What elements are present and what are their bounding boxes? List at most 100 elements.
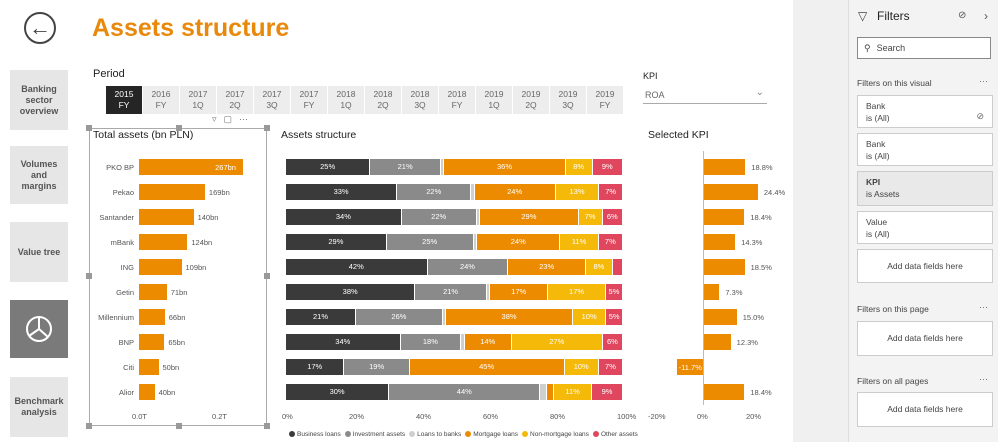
resize-handle[interactable] <box>264 125 270 131</box>
total-assets-bar <box>139 184 205 200</box>
period-option[interactable]: 2018 2Q <box>365 86 401 114</box>
resize-handle[interactable] <box>86 273 92 279</box>
bank-label: BNP <box>118 338 134 347</box>
period-option[interactable]: 2015 FY <box>106 86 142 114</box>
assets-structure-segment: 21% <box>370 159 442 175</box>
filter-card-kpi[interactable]: KPI is Assets <box>857 171 993 206</box>
period-option[interactable]: 2018 FY <box>439 86 475 114</box>
search-input[interactable]: ⚲ Search <box>857 37 991 59</box>
assets-structure-x-tick: 80% <box>550 412 566 421</box>
assets-structure-segment: 7% <box>599 184 623 200</box>
kpi-value-label: 24.4% <box>763 188 786 197</box>
resize-handle[interactable] <box>264 273 270 279</box>
segment-value-label: 13% <box>569 187 585 196</box>
back-arrow-icon[interactable]: ← <box>24 12 56 44</box>
nav-banking-sector-overview[interactable]: Banking sector overview <box>10 70 68 130</box>
nav-volumes-and-margins[interactable]: Volumes and margins <box>10 146 68 204</box>
add-data-fields-visual[interactable]: Add data fields here <box>857 249 993 283</box>
assets-structure-segment: 11% <box>560 234 599 250</box>
segment-value-label: 7% <box>604 237 616 246</box>
assets-structure-segment: 30% <box>286 384 390 400</box>
legend-swatch <box>344 431 351 437</box>
resize-handle[interactable] <box>264 423 270 429</box>
period-quarter: 2Q <box>229 100 241 110</box>
segment-value-label: 38% <box>342 287 358 296</box>
total-assets-bar <box>139 234 188 250</box>
assets-structure-segment: 29% <box>480 209 579 225</box>
period-option[interactable]: 2019 FY <box>587 86 623 114</box>
period-option[interactable]: 2018 1Q <box>328 86 364 114</box>
nav-assets-structure[interactable] <box>10 300 68 358</box>
period-option[interactable]: 2017 1Q <box>180 86 216 114</box>
filter-card-bank-2[interactable]: Bank is (All) <box>857 133 993 166</box>
total-assets-value-label: 140bn <box>197 213 219 222</box>
add-data-fields-all[interactable]: Add data fields here <box>857 392 993 427</box>
bank-label: PKO BP <box>106 163 134 172</box>
resize-handle[interactable] <box>176 423 182 429</box>
resize-handle[interactable] <box>86 125 92 131</box>
legend-label: Business loans <box>297 431 341 438</box>
segment-value-label: 38% <box>501 312 517 321</box>
assets-structure-segment: 45% <box>409 359 565 375</box>
total-assets-x-tick: 0.2T <box>212 412 228 421</box>
legend-swatch <box>522 431 529 437</box>
filters-on-all-pages-label: Filters on all pages <box>857 376 929 386</box>
resize-handle[interactable] <box>86 423 92 429</box>
more-options-icon[interactable]: ⋯ <box>239 114 256 124</box>
total-assets-bar <box>139 284 167 300</box>
focus-mode-icon[interactable]: ▢ <box>223 114 240 124</box>
visual-header-icons[interactable]: ▿▢⋯ <box>212 114 255 125</box>
period-option[interactable]: 2019 1Q <box>476 86 512 114</box>
nav-value-tree[interactable]: Value tree <box>10 222 68 282</box>
segment-value-label: 29% <box>328 237 344 246</box>
kpi-value-label: 18.8% <box>751 163 773 172</box>
segment-value-label: 6% <box>606 212 618 221</box>
total-assets-title: Total assets (bn PLN) <box>93 129 194 141</box>
kpi-value-label: 14.3% <box>741 238 763 247</box>
period-year: 2017 <box>188 89 208 99</box>
assets-structure-segment: 7% <box>578 209 603 225</box>
filter-card-value: is (All) <box>866 229 890 239</box>
add-data-fields-page[interactable]: Add data fields here <box>857 321 993 356</box>
segment-value-label: 34% <box>335 337 351 346</box>
resize-handle[interactable] <box>176 125 182 131</box>
assets-structure-segment: 11% <box>554 384 593 400</box>
period-option[interactable]: 2019 3Q <box>550 86 586 114</box>
period-option[interactable]: 2016 FY <box>143 86 179 114</box>
chevron-right-icon[interactable]: › <box>984 9 988 23</box>
bank-label: Pekao <box>112 188 134 197</box>
eye-hidden-icon[interactable]: ⊘ <box>976 111 984 121</box>
assets-structure-segment: 21% <box>286 309 357 325</box>
more-options-icon[interactable]: ⋯ <box>979 374 988 384</box>
segment-value-label: 21% <box>443 287 459 296</box>
segment-value-label: 24% <box>507 187 523 196</box>
more-options-icon[interactable]: ⋯ <box>979 302 988 312</box>
legend-swatch <box>465 431 472 437</box>
eye-hidden-icon[interactable]: ⊘ <box>958 10 967 21</box>
filter-icon[interactable]: ▿ <box>212 114 224 124</box>
period-option[interactable]: 2017 2Q <box>217 86 253 114</box>
filter-card-value[interactable]: Value is (All) <box>857 211 993 244</box>
total-assets-value-label: 109bn <box>185 263 207 272</box>
filters-on-page-label: Filters on this page <box>857 304 929 314</box>
kpi-bar <box>676 359 703 375</box>
period-option[interactable]: 2017 3Q <box>254 86 290 114</box>
period-option[interactable]: 2017 FY <box>291 86 327 114</box>
more-options-icon[interactable]: ⋯ <box>979 76 988 86</box>
nav-benchmark-analysis[interactable]: Benchmark analysis <box>10 377 68 437</box>
segment-value-label: 6% <box>606 337 618 346</box>
pie-chart-icon <box>26 316 52 342</box>
period-year: 2019 <box>521 89 541 99</box>
kpi-dropdown[interactable]: ROA ⌄ <box>643 86 767 104</box>
segment-value-label: 29% <box>521 212 537 221</box>
segment-value-label: 34% <box>335 212 351 221</box>
total-assets-bar <box>139 309 165 325</box>
period-quarter: 1Q <box>340 100 352 110</box>
total-assets-bar <box>139 334 165 350</box>
period-quarter: 2Q <box>377 100 389 110</box>
period-option[interactable]: 2018 3Q <box>402 86 438 114</box>
kpi-zero-line <box>703 151 704 405</box>
filter-card-bank[interactable]: Bank is (All) ⊘ <box>857 95 993 128</box>
legend-label: Other assets <box>600 431 638 438</box>
period-option[interactable]: 2019 2Q <box>513 86 549 114</box>
